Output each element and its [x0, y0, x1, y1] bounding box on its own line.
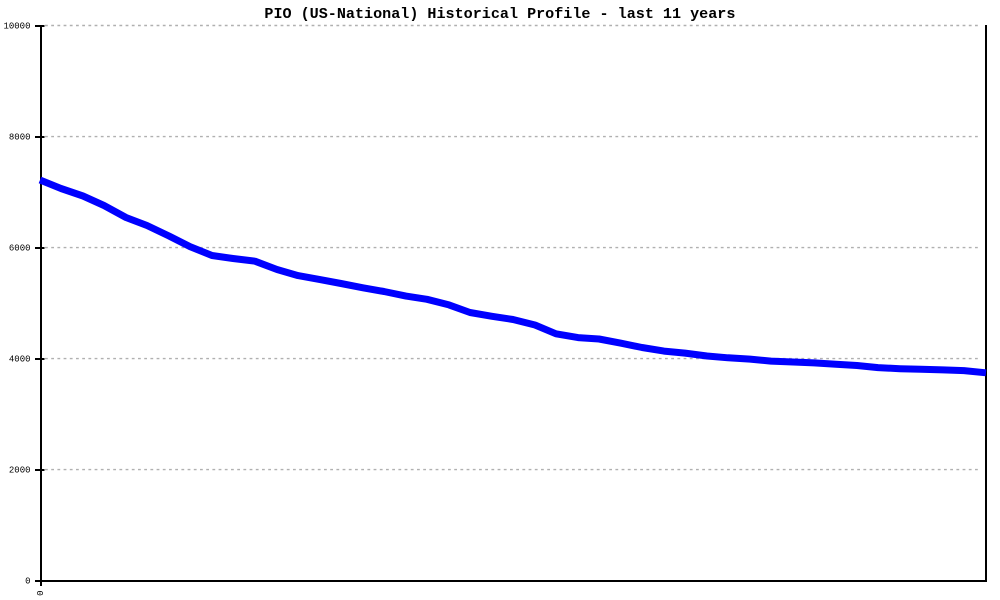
svg-text:2000: 2000: [9, 465, 31, 475]
svg-text:6000: 6000: [9, 243, 31, 253]
svg-text:4000: 4000: [9, 354, 31, 364]
svg-text:PIO (US-National) Historical P: PIO (US-National) Historical Profile - l…: [264, 5, 735, 23]
svg-text:0: 0: [36, 590, 46, 595]
svg-text:0: 0: [25, 576, 30, 586]
svg-text:10000: 10000: [3, 21, 30, 31]
svg-text:8000: 8000: [9, 132, 31, 142]
